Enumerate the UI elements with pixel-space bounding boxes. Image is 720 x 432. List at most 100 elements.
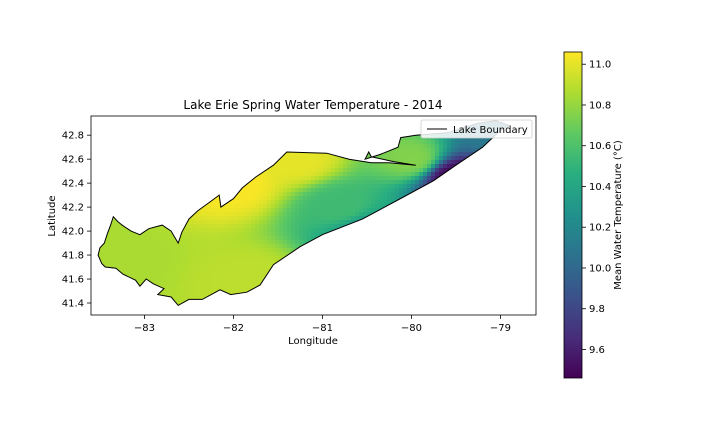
heat-cell <box>183 260 188 265</box>
heat-cell <box>399 156 404 161</box>
heat-cell <box>259 264 264 269</box>
heat-cell <box>403 180 408 185</box>
heat-cell <box>275 244 280 249</box>
heat-cell <box>183 272 188 277</box>
heat-cell <box>231 276 236 281</box>
heat-cell <box>279 168 284 173</box>
heat-cell <box>447 140 452 145</box>
heat-cell <box>135 240 140 245</box>
heat-cell <box>311 228 316 233</box>
heat-cell <box>255 268 260 273</box>
heat-cell <box>259 184 264 189</box>
heat-cell <box>115 248 120 253</box>
heat-cell <box>183 288 188 293</box>
heat-cell <box>243 192 248 197</box>
heat-cell <box>239 236 244 241</box>
heat-cell <box>203 240 208 245</box>
heat-cell <box>227 276 232 281</box>
heat-cell <box>199 264 204 269</box>
heat-cell <box>307 152 312 157</box>
heat-cell <box>227 272 232 277</box>
heat-cell <box>307 236 312 241</box>
heat-cell <box>419 152 424 157</box>
heat-cell <box>311 164 316 169</box>
heat-cell <box>367 176 372 181</box>
heat-cell <box>275 176 280 181</box>
heat-cell <box>171 248 176 253</box>
heat-cell <box>315 232 320 237</box>
heat-cell <box>291 172 296 177</box>
heat-cell <box>231 252 236 257</box>
heat-cell <box>215 200 220 205</box>
heat-cell <box>247 264 252 269</box>
heat-cell <box>98 252 100 257</box>
heat-cell <box>99 252 104 257</box>
heat-cell <box>387 188 392 193</box>
heat-cell <box>171 256 176 261</box>
heat-cell <box>187 272 192 277</box>
heat-cell <box>263 184 268 189</box>
heat-cell <box>427 156 432 161</box>
heat-cell <box>219 240 224 245</box>
heat-cell <box>423 140 428 145</box>
heat-cell <box>163 292 168 297</box>
heat-cell <box>379 172 384 177</box>
heat-cell <box>303 232 308 237</box>
heat-cell <box>323 152 328 157</box>
heat-cell <box>335 188 340 193</box>
heat-cell <box>411 164 416 169</box>
heat-cell <box>131 248 136 253</box>
heat-cell <box>195 236 200 241</box>
heat-cell <box>431 152 436 157</box>
heat-cell <box>375 196 380 201</box>
heat-cell <box>215 248 220 253</box>
heat-cell <box>403 188 408 193</box>
heat-cell <box>195 260 200 265</box>
heat-cell <box>427 152 432 157</box>
heat-cell <box>267 200 272 205</box>
heat-cell <box>255 204 260 209</box>
heat-cell <box>431 176 436 181</box>
heat-cell <box>191 264 196 269</box>
heat-cell <box>431 160 436 165</box>
heat-cell <box>167 288 172 293</box>
heat-cell <box>307 164 312 169</box>
heat-cell <box>343 172 348 177</box>
heat-cell <box>339 180 344 185</box>
heat-cell <box>207 264 212 269</box>
heat-cell <box>191 244 196 249</box>
heat-cell <box>275 188 280 193</box>
heat-cell <box>159 232 164 237</box>
heat-cell <box>143 272 148 277</box>
heat-cell <box>195 256 200 261</box>
heat-cell <box>279 212 284 217</box>
heat-cell <box>107 244 112 249</box>
heat-cell <box>339 224 344 229</box>
heat-cell <box>303 184 308 189</box>
heat-cell <box>303 236 308 241</box>
heat-cell <box>339 156 344 161</box>
heat-cell <box>359 180 364 185</box>
heat-cell <box>179 280 184 285</box>
heat-cell <box>219 280 224 285</box>
heat-cell <box>359 204 364 209</box>
heat-cell <box>283 172 288 177</box>
heat-cell <box>155 228 160 233</box>
heat-cell <box>155 264 160 269</box>
heat-cell <box>171 240 176 245</box>
heat-cell <box>223 280 228 285</box>
heat-cell <box>147 256 152 261</box>
heat-cell <box>423 152 428 157</box>
heat-cell <box>403 136 408 141</box>
heat-cell <box>363 176 368 181</box>
heat-cell <box>435 168 440 173</box>
heat-cell <box>271 260 276 265</box>
heat-cell <box>243 240 248 245</box>
heat-cell <box>391 156 396 161</box>
heat-cell <box>291 196 296 201</box>
heat-cell <box>163 244 168 249</box>
heat-cell <box>247 200 252 205</box>
heat-cell <box>195 268 200 273</box>
heat-cell <box>243 252 248 257</box>
heat-cell <box>307 172 312 177</box>
